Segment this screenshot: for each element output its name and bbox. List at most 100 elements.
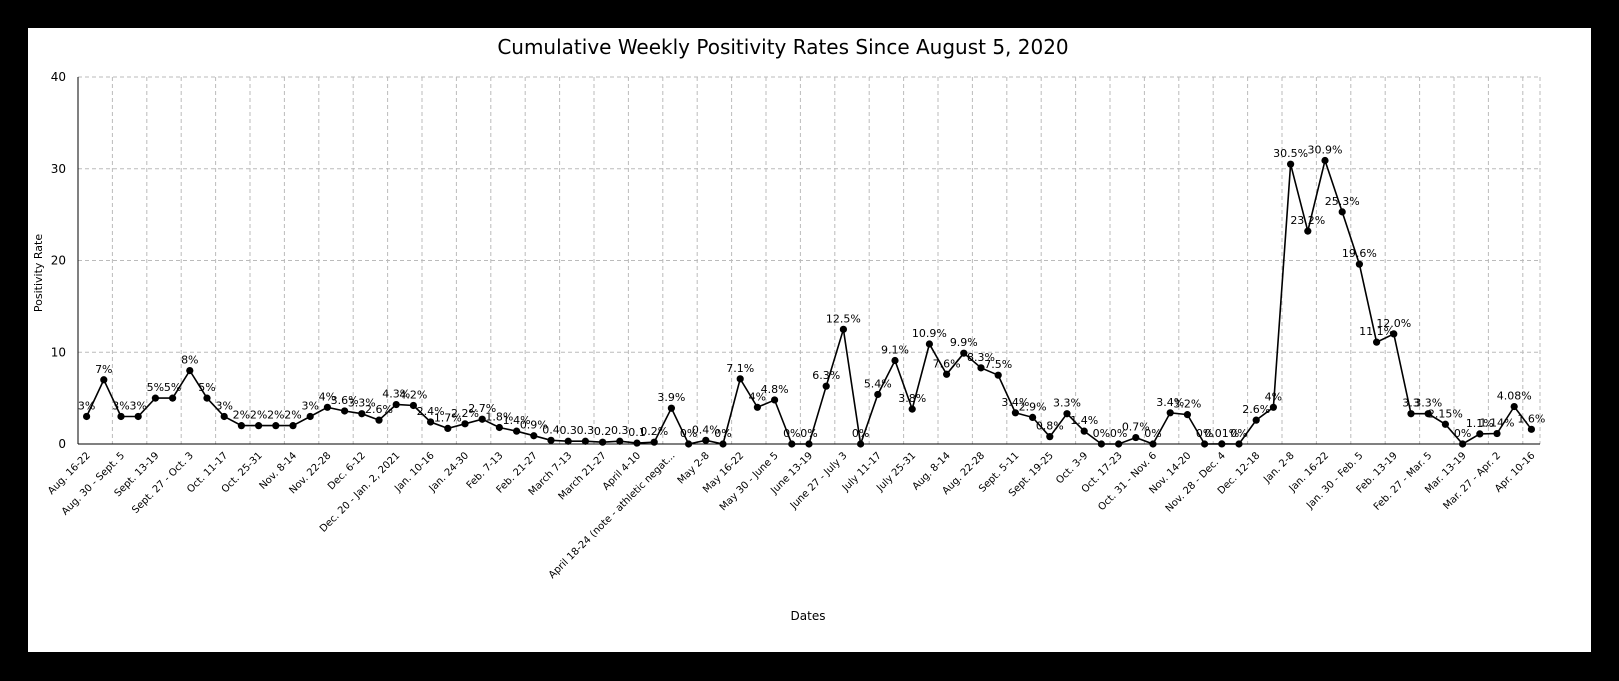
data-label: 3.4% [1001,396,1029,409]
data-label: 4.2% [399,388,427,401]
data-label: 0% [1144,427,1161,440]
data-label: 0.8% [1036,420,1064,433]
data-label: 3.2% [1173,398,1201,411]
data-point [255,422,263,430]
data-label: 0% [1230,427,1247,440]
data-label: 8% [181,354,198,367]
x-tick-label: Nov. 28 - Dec. 4 [1164,450,1228,514]
data-label: 3.8% [898,392,926,405]
data-label: 3% [129,399,146,412]
data-point [908,405,916,413]
data-label: 1.14% [1480,417,1515,430]
data-point [667,404,676,412]
data-point [719,440,727,448]
data-label: 25.3% [1325,195,1360,208]
data-label: 0% [1110,427,1127,440]
series-positivity-rate [83,156,1535,448]
data-point [461,420,469,428]
data-point [943,370,951,378]
data-point [1476,430,1484,438]
data-point [1407,410,1415,418]
data-point [753,403,762,411]
x-tick-label: Sept. 27 - Oct. 3 [130,450,196,516]
data-point [1441,420,1449,428]
data-label: 1.4% [503,414,531,427]
data-point [822,382,830,390]
data-point [771,396,779,404]
data-point [1046,433,1054,441]
data-point [564,437,572,445]
x-tick-label: April 18-24 (note - athletic negat... [547,450,678,581]
data-point [495,423,503,432]
data-point [272,422,280,430]
data-label: 0% [1093,427,1110,440]
data-label: 2.6% [1242,403,1270,416]
data-label: 1.7% [434,411,462,424]
data-point [1321,156,1329,165]
data-label: 2% [250,409,267,422]
data-label: 1.1% [1466,417,1494,430]
data-point [375,416,383,424]
data-point [513,427,521,435]
data-label: 19.6% [1342,247,1377,260]
data-label: 0.4% [692,423,720,436]
data-label: 3% [78,399,95,412]
data-label: 4% [749,390,766,403]
data-label: 0% [714,427,731,440]
data-point [1527,425,1535,433]
data-label: 0% [680,427,697,440]
data-point [616,437,624,445]
data-label: 0.7% [1122,421,1150,434]
data-point [1252,416,1260,424]
data-point [1373,338,1381,346]
line-chart: Cumulative Weekly Positivity Rates Since… [32,35,1546,623]
data-labels: 3%7%3% 3%5% 5%8%5%3%2% 2% 2% 2%3%4%3.6%3.3%2.… [78,143,1546,440]
data-point [1115,440,1123,448]
data-point [237,422,245,430]
data-label: 0.2% [640,425,668,438]
data-point [857,440,865,448]
data-point [685,440,693,448]
y-tick-label: 10 [51,345,66,359]
data-point [839,325,848,333]
data-point [186,367,194,375]
data-label: 4.08% [1497,390,1532,403]
data-label: 3% [215,399,232,412]
data-point [341,407,349,415]
data-point [1338,208,1346,216]
data-point [1235,440,1243,448]
data-label: 5.4% [864,377,892,390]
data-point [925,340,934,348]
data-label: 2% [233,409,250,422]
data-point [1166,409,1174,417]
data-label: 3% [301,399,318,412]
y-axis-label: Positivity Rate [32,234,45,312]
data-point [1183,411,1191,419]
x-axis-label: Dates [791,609,826,623]
data-point [1097,440,1105,448]
data-label: 2% [267,409,284,422]
data-point [633,439,641,447]
data-label: 2.15% [1428,407,1463,420]
data-point [1080,427,1088,435]
data-label: 8.3% [967,351,995,364]
data-point [1390,330,1398,338]
data-label: 12.5% [826,312,861,325]
y-tick-label: 40 [51,70,66,84]
data-point [874,390,882,399]
data-label: 0.01% [1204,427,1239,440]
data-point [117,412,125,421]
data-label: 0.3 [559,424,577,437]
data-point [427,418,435,426]
data-point [1493,429,1501,438]
data-point [891,356,899,365]
data-label: 3% [112,399,129,412]
data-label: 3.3% [348,397,376,410]
data-point [1269,403,1277,411]
data-point [100,376,108,384]
data-label: 4% [1265,390,1282,403]
data-point [1029,413,1037,421]
data-label: 4.8% [761,383,789,396]
data-point [1424,410,1432,418]
data-label: 7.5% [984,358,1012,371]
